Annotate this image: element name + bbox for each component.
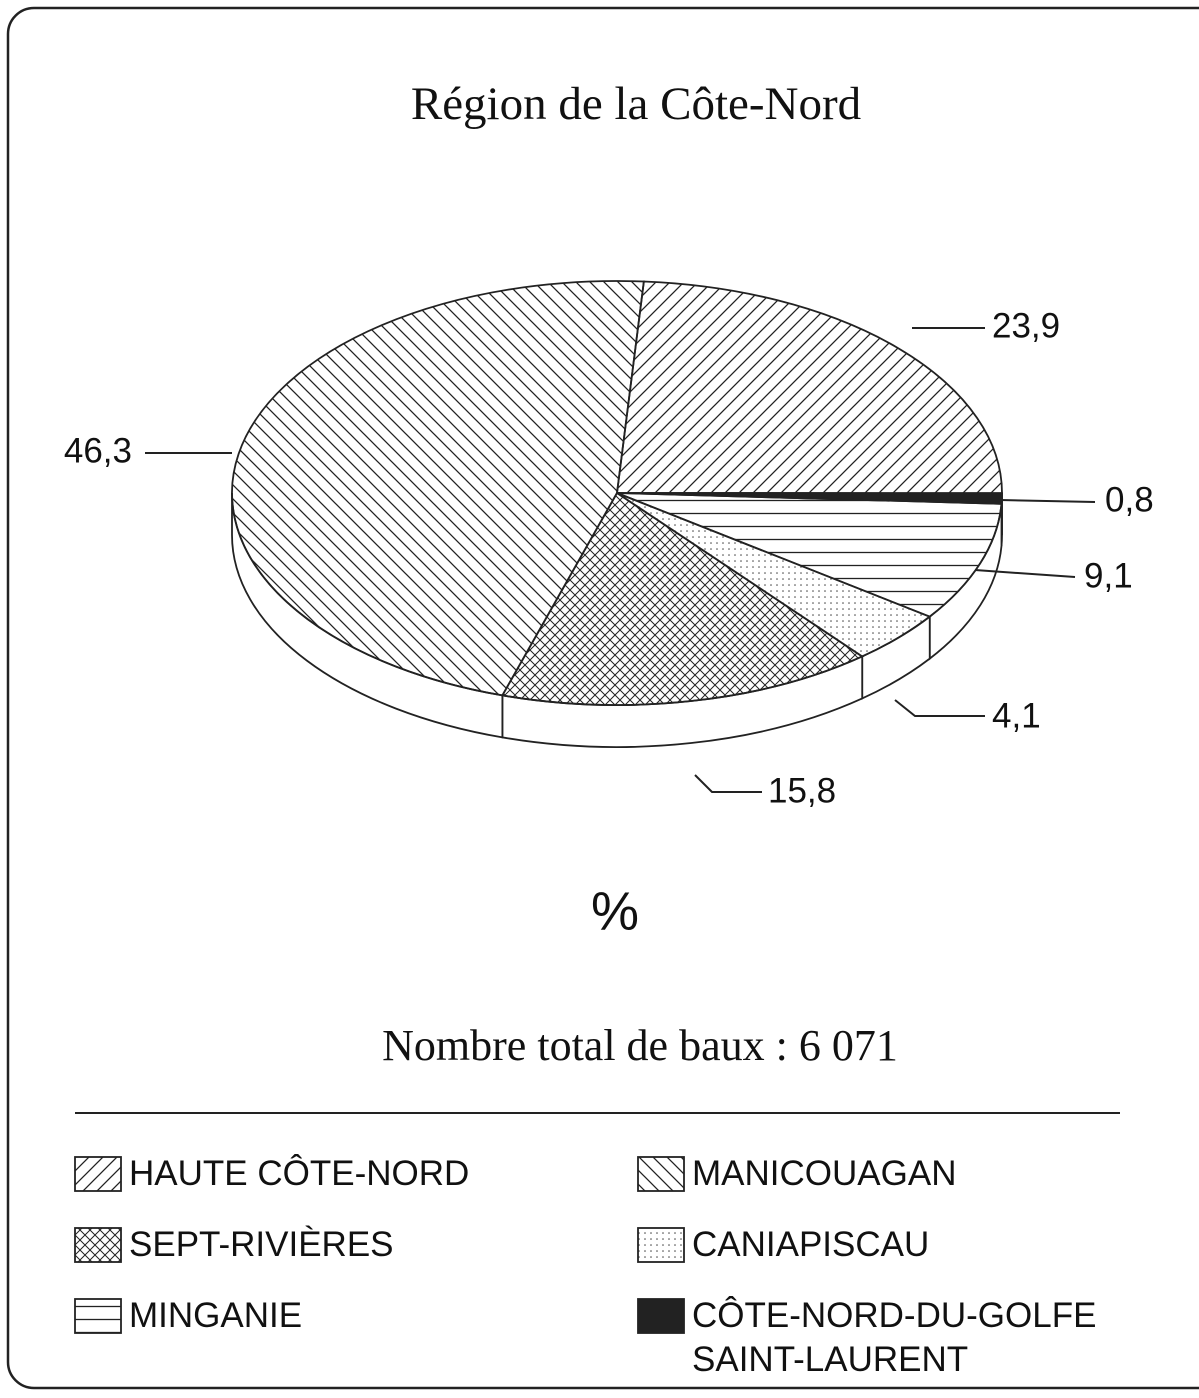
legend-swatch xyxy=(637,1227,685,1263)
frame xyxy=(6,6,1199,1390)
legend-swatch xyxy=(637,1298,685,1334)
unit-label: % xyxy=(591,881,639,941)
slice xyxy=(616,492,1003,618)
slice xyxy=(500,491,865,706)
leader-line xyxy=(694,774,762,793)
legend-label: CANIAPISCAU xyxy=(692,1225,930,1264)
legend-swatch xyxy=(74,1156,122,1192)
value-label: 0,8 xyxy=(1105,480,1154,519)
slice xyxy=(231,280,645,697)
legend-label: SEPT-RIVIÈRES xyxy=(129,1225,394,1264)
value-label: 15,8 xyxy=(768,771,836,810)
legend-label: CÔTE-NORD-DU-GOLFE SAINT-LAURENT xyxy=(692,1296,1097,1379)
chart-title: Région de la Côte-Nord xyxy=(411,78,861,130)
note: Nombre total de baux : 6 071 xyxy=(382,1021,898,1070)
legend-swatch xyxy=(637,1156,685,1192)
leader-line xyxy=(974,569,1076,578)
value-label: 23,9 xyxy=(992,306,1060,345)
leader-line xyxy=(999,499,1096,503)
slice xyxy=(615,280,1003,495)
legend-swatch xyxy=(74,1227,122,1263)
legend-swatch xyxy=(74,1298,122,1334)
legend-label: MANICOUAGAN xyxy=(692,1154,957,1193)
leader-line xyxy=(894,699,985,717)
value-label: 4,1 xyxy=(992,696,1041,735)
value-label: 46,3 xyxy=(64,431,132,470)
legend-label: HAUTE CÔTE-NORD xyxy=(129,1154,470,1193)
value-label: 9,1 xyxy=(1084,556,1133,595)
legend-label: MINGANIE xyxy=(129,1296,303,1335)
